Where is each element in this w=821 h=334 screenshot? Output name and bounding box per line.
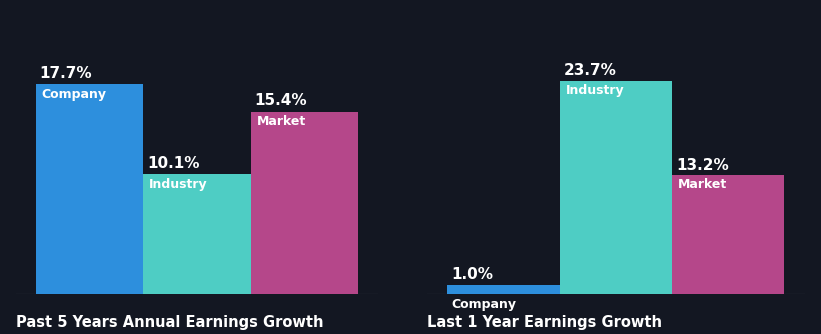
Bar — [672, 175, 785, 294]
Text: Past 5 Years Annual Earnings Growth: Past 5 Years Annual Earnings Growth — [16, 315, 324, 330]
Text: 17.7%: 17.7% — [39, 66, 92, 81]
Text: Market: Market — [678, 178, 727, 191]
Text: 13.2%: 13.2% — [676, 158, 729, 173]
Bar — [143, 174, 251, 294]
Bar — [35, 84, 143, 294]
Bar — [447, 285, 559, 294]
Text: Market: Market — [257, 115, 306, 128]
Text: Industry: Industry — [149, 178, 208, 191]
Text: Company: Company — [451, 298, 516, 311]
Bar — [559, 81, 672, 294]
Text: 10.1%: 10.1% — [147, 156, 200, 171]
Text: Company: Company — [41, 88, 107, 101]
Bar — [251, 112, 359, 294]
Text: Last 1 Year Earnings Growth: Last 1 Year Earnings Growth — [427, 315, 662, 330]
Text: 23.7%: 23.7% — [563, 63, 617, 78]
Text: 15.4%: 15.4% — [255, 93, 307, 108]
Text: 1.0%: 1.0% — [451, 267, 493, 282]
Text: Industry: Industry — [566, 84, 624, 97]
